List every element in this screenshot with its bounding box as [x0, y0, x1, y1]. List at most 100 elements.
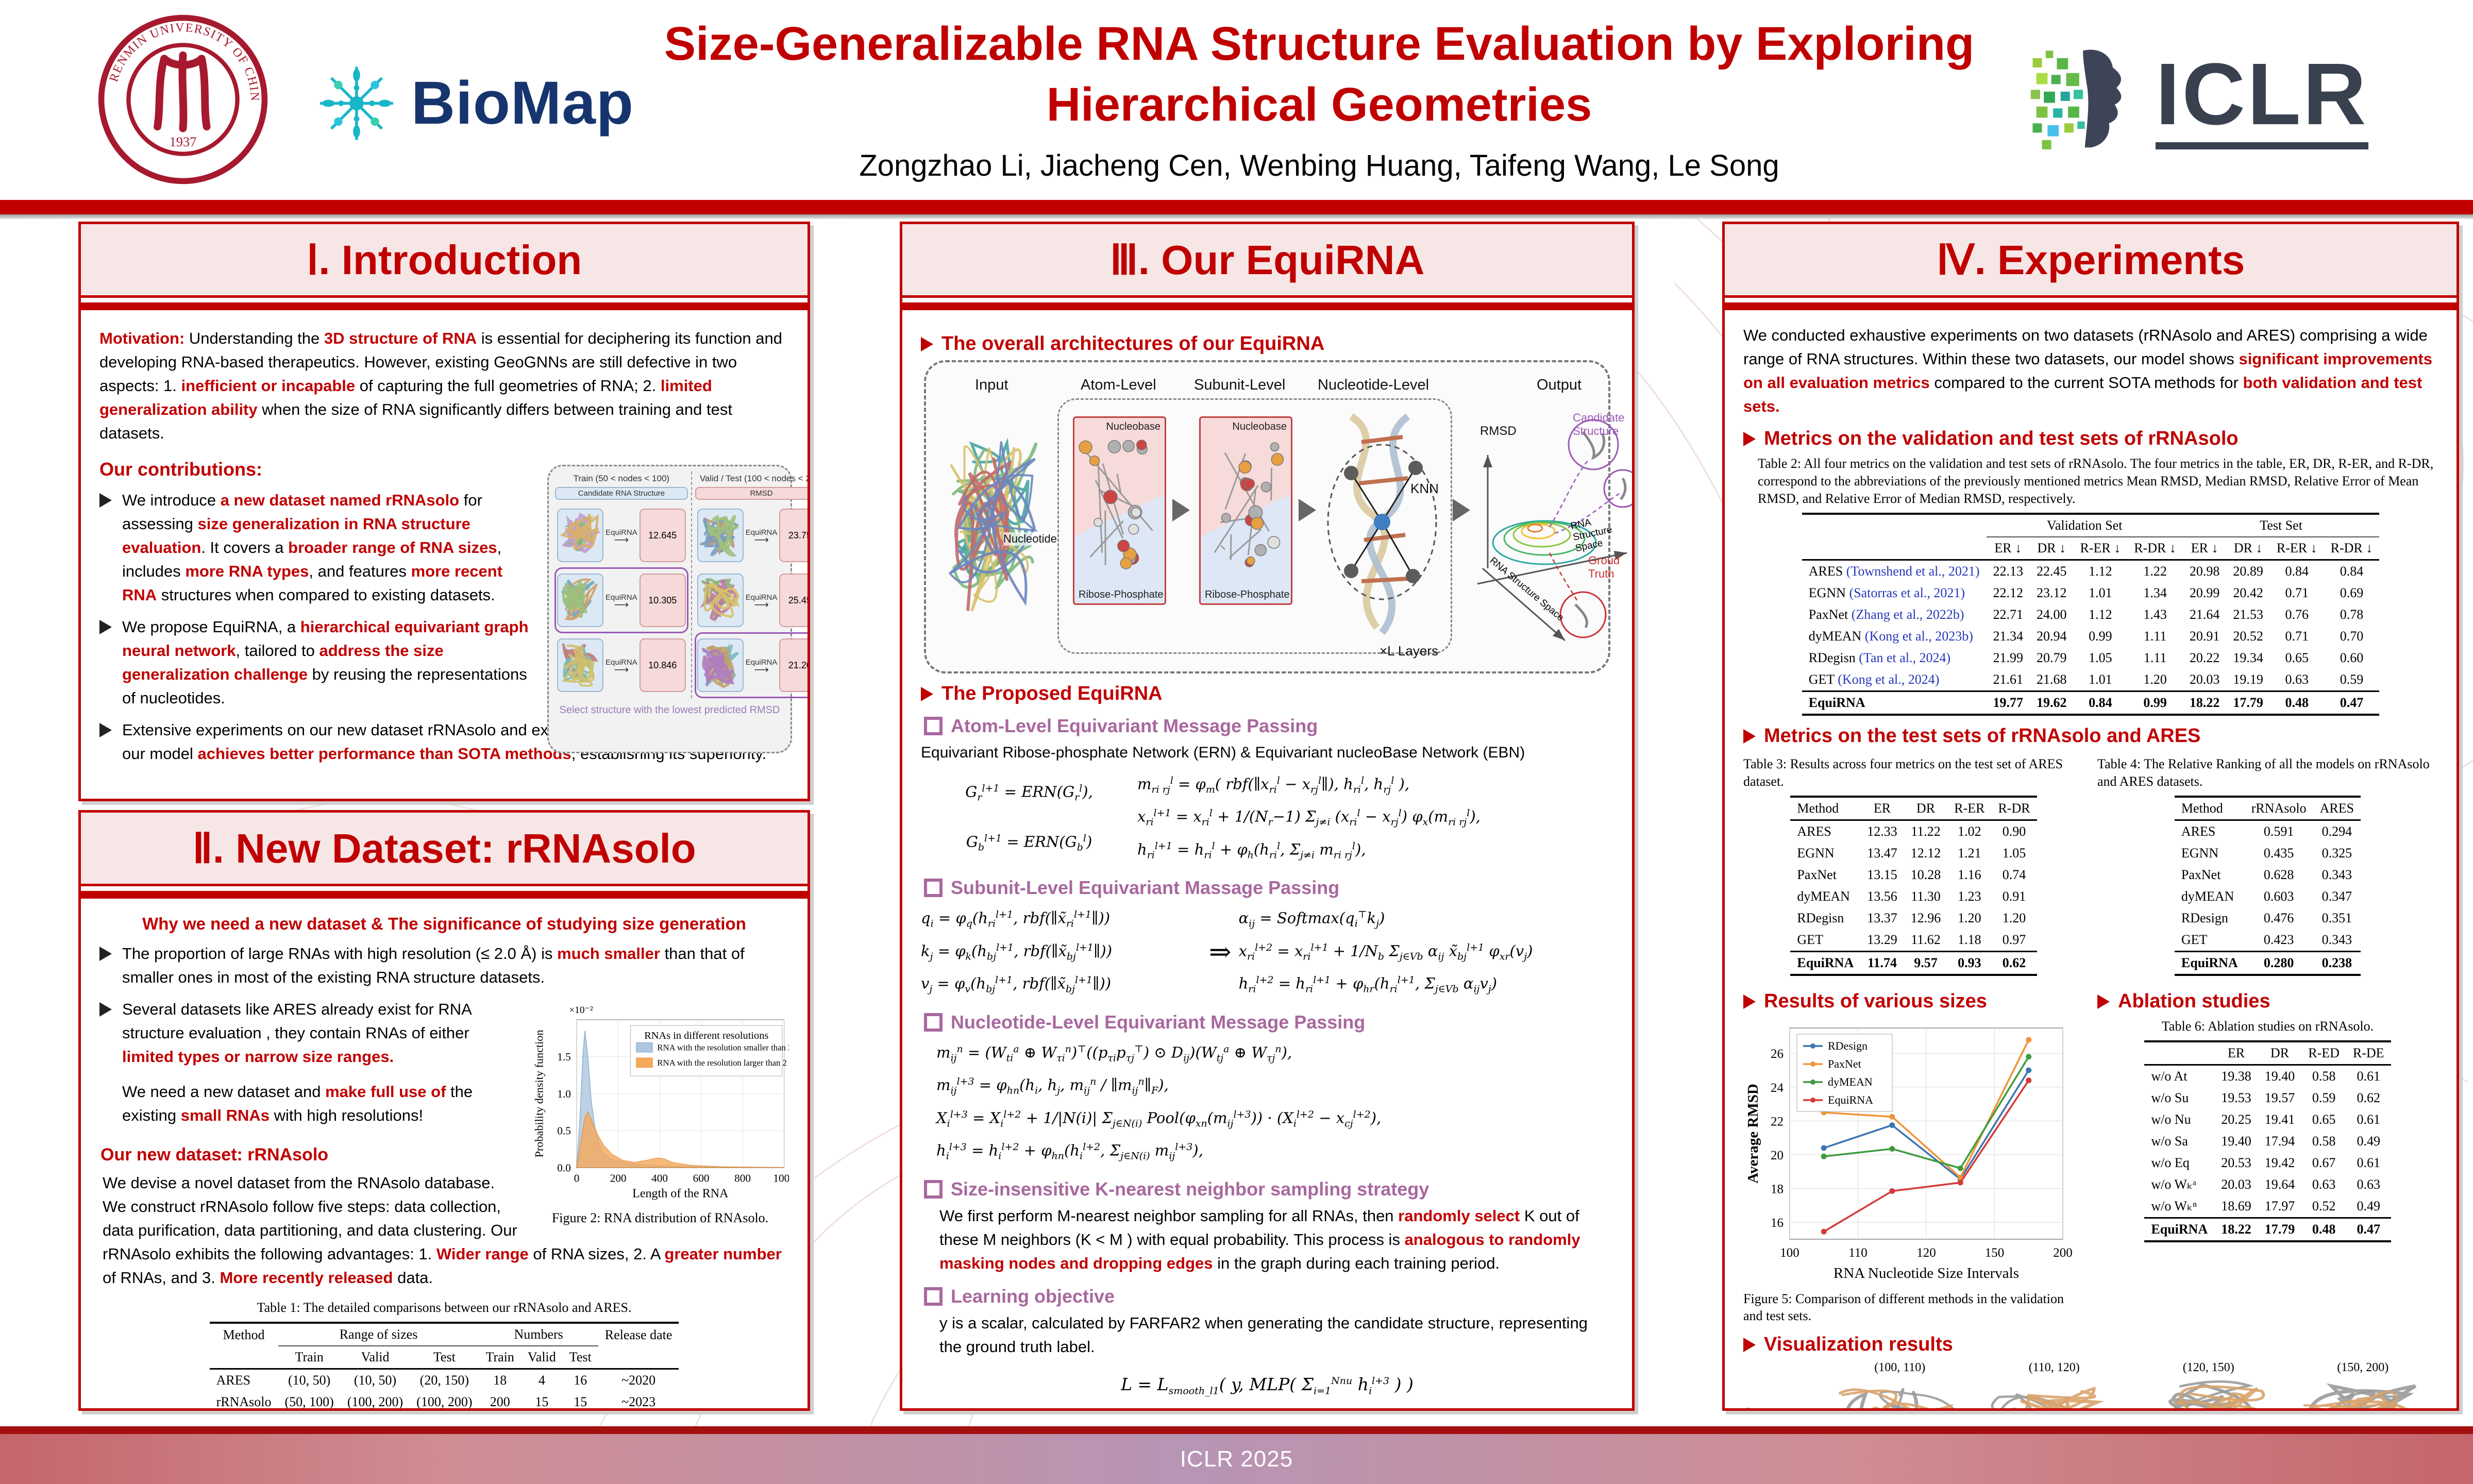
iclr-face-icon [2030, 49, 2122, 149]
table-cell: 0.63 [2357, 1177, 2380, 1192]
figure1-row-highlighted: EquiRNA ⟶ 10.305 [554, 567, 688, 633]
table-cell: 0.49 [2357, 1199, 2380, 1213]
table-cell: 20.53 [2221, 1155, 2251, 1170]
table-cell: 21.53 [2233, 607, 2263, 622]
knn-paragraph: We first perform M-nearest neighbor samp… [939, 1206, 1580, 1272]
table-header-cell: Test [410, 1346, 479, 1370]
table-cell: 0.603 [2263, 889, 2294, 904]
table-cell: 12.33 [1867, 824, 1897, 839]
table-row: EquiRNA 11.74 9.57 0.93 0.62 [1790, 951, 2037, 976]
table-cell: 1.22 [2143, 564, 2167, 579]
svg-text:RNA with the resolution larger: RNA with the resolution larger than 2 Å [657, 1058, 789, 1068]
paper-table: Method rRNAsolo ARES ARES 0.591 0.294 EGNN 0.43… [2174, 796, 2361, 976]
poster-title: Size-Generalizable RNA Structure Evaluat… [664, 18, 1975, 131]
biomap-logo: BioMap [314, 46, 634, 160]
table-cell: 0.48 [2269, 690, 2324, 716]
table-cell: 0.49 [2357, 1134, 2380, 1149]
table-cell: EquiRNA [2144, 1217, 2215, 1242]
table-header-cell: ER ↓ [2182, 537, 2227, 561]
figure1-caption: Select structure with the lowest predict… [559, 704, 780, 716]
rna-structure-thumb [697, 509, 744, 562]
equation-subunit-coord: xril+2 = xril+1 + 1/Nb Σj∈Vb αij x̃bjl+1… [1238, 941, 1533, 963]
equation-ern1: Grl+1 = ERN(Grl), [965, 782, 1093, 803]
rna-structure-thumb [1825, 1375, 1975, 1408]
table-cell: 0.69 [2340, 585, 2364, 600]
table-cell: 0.435 [2263, 846, 2294, 861]
arch-output-label: Output [1537, 377, 1582, 393]
ground-truth-label: Groud Truth [1588, 554, 1620, 580]
table-cell: 17.94 [2264, 1134, 2295, 1149]
table-cell: 1.12 [2089, 564, 2112, 579]
arrow-icon [1299, 499, 1316, 521]
table-cell: 19.38 [2221, 1069, 2251, 1084]
contribution-bullet-2: We propose EquiRNA, a hierarchical equiv… [99, 615, 532, 710]
table-cell: 19.40 [2264, 1069, 2295, 1084]
figure4-column-header: (100, 110) [1874, 1361, 1926, 1374]
table-row: w/o Nu 20.25 19.41 0.65 0.61 [2144, 1109, 2391, 1131]
banner-separator [81, 302, 807, 310]
svg-text:1000: 1000 [773, 1172, 789, 1185]
nucleotide-level-subheading: Nucleotide-Level Equivariant Message Pas… [924, 1011, 1613, 1033]
dataset-why-heading: Why we need a new dataset & The signific… [142, 914, 746, 933]
iclr-logo: ICLR [2025, 31, 2427, 165]
table-row: EGNN 13.47 12.12 1.21 1.05 [1790, 842, 2037, 864]
table-cell: 0.62 [1991, 951, 2037, 976]
arch-subunit-label: Subunit-Level [1194, 377, 1286, 393]
table-cell: 20.79 [2037, 650, 2067, 665]
table-header-cell: R-DE [2346, 1040, 2391, 1066]
footer-band: ICLR 2025 [0, 1434, 2473, 1484]
rmsd-axis-label: RMSD [1480, 424, 1517, 438]
rna-structure-thumb [1979, 1375, 2130, 1408]
svg-text:200: 200 [610, 1172, 627, 1185]
equation-nuc-2: mijl+3 = φhn(hi, hj, mijn / ∥mijn∥F), [936, 1076, 1169, 1097]
table-cell: dyMEAN [1797, 889, 1850, 904]
svg-text:RNAs in different resolutions: RNAs in different resolutions [644, 1030, 768, 1041]
table-cell: w/o At [2151, 1069, 2188, 1084]
table-row: dyMEAN 0.603 0.347 [2175, 886, 2361, 907]
poster-authors: Zongzhao Li, Jiacheng Cen, Wenbing Huang… [859, 149, 1779, 182]
footer-line [0, 1426, 2473, 1434]
svg-text:600: 600 [693, 1172, 710, 1185]
table-header-cell: Method [2174, 796, 2245, 821]
arrow-icon [1453, 499, 1470, 521]
table6: ER DR R-ED R-DE w/o At 19.38 19.40 0.58 0.61 w/o … [2097, 1040, 2438, 1242]
table-cell: 17.79 [2226, 690, 2270, 716]
ribose-phosphate-label: Ribose-​Phosphate [1205, 589, 1290, 600]
table-cell: 19.77 [1986, 690, 2030, 716]
visualization-heading: Visualization results [1743, 1334, 2438, 1356]
table-cell: 1.43 [2143, 607, 2167, 622]
equation-nuc-3: Xil+3 = Xil+2 + 1/|N(i)| Σj∈N(i) Pool(φx… [936, 1108, 1382, 1129]
svg-text:Length of the RNA: Length of the RNA [632, 1187, 729, 1200]
table-header-cell [1802, 537, 1987, 561]
table-cell: EquiRNA [1802, 690, 1987, 716]
nucleobase-label: Nucleobase [1232, 421, 1287, 432]
table4-block: Table 4: The Relative Ranking of all the… [2097, 752, 2438, 976]
table-cell: 22.12 [1993, 585, 2024, 600]
table-cell: 1.16 [1958, 867, 1981, 882]
banner-separator [81, 891, 807, 899]
svg-text:16: 16 [1771, 1216, 1784, 1230]
equation-ern2: Gbl+1 = ERN(Gbl) [966, 833, 1092, 853]
table-cell: w/o Nu [2151, 1112, 2191, 1127]
svg-text:Average RMSD: Average RMSD [1745, 1084, 1761, 1184]
table-cell: 0.423 [2263, 932, 2294, 947]
table-cell: RDegisn [1797, 910, 1844, 925]
table-cell: 0.591 [2263, 824, 2294, 839]
figure4: (100, 110) (110, 120) (120, 150) (150, 200)… [1743, 1361, 2438, 1408]
table-row: RDegisn (Tan et al., 2024) 21.99 20.79 1.05… [1802, 647, 2380, 669]
table-cell: 0.84 [2340, 564, 2364, 579]
table-cell: 19.42 [2264, 1155, 2295, 1170]
table-row: w/o Eq 20.53 19.42 0.67 0.61 [2144, 1152, 2391, 1174]
table-cell: 13.47 [1867, 846, 1897, 861]
equirna-banner: Ⅲ. Our EquiRNA [902, 224, 1632, 298]
table-cell: 19.41 [2264, 1112, 2295, 1127]
table-row: RDesign 0.476 0.351 [2175, 907, 2361, 929]
renmin-university-logo: RENMIN UNIVERSITY OF CHINA 1937 [93, 4, 268, 184]
table-cell: (10, 50) [288, 1373, 331, 1388]
table-cell: 12.12 [1910, 846, 1941, 861]
table-header-cell: ARES [2313, 796, 2361, 821]
sizes-heading: Results of various sizes [1743, 990, 2084, 1013]
table-cell: 0.52 [2312, 1199, 2336, 1213]
table-cell: 13.37 [1867, 910, 1897, 925]
table-cell: 0.71 [2285, 629, 2309, 644]
